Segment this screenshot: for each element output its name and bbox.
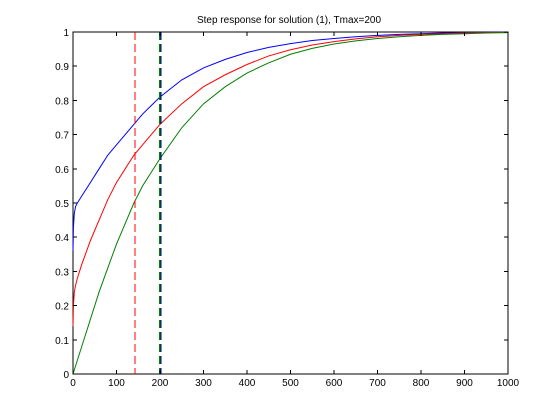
x-tick-label: 300 [195, 378, 212, 389]
tick-layer: 0 100 200 300 400 500 600 700 800 900 1000 0 0.1 0.2 0… [55, 28, 519, 389]
x-tick-label: 100 [108, 378, 125, 389]
y-tick-label: 0.8 [55, 96, 69, 107]
x-tick-label: 200 [152, 378, 169, 389]
series-layer [72, 31, 509, 375]
x-tick-label: 500 [282, 378, 299, 389]
x-tick-label: 900 [456, 378, 473, 389]
y-tick-label: 0.3 [55, 267, 69, 278]
y-tick-label: 0.9 [55, 62, 69, 73]
series-line-3 [72, 32, 509, 375]
chart-title: Step response for solution (1), Tmax=200 [197, 15, 382, 26]
y-tick-label: 0.1 [55, 336, 69, 347]
y-tick-label: 0 [63, 370, 69, 381]
x-tick-label: 800 [413, 378, 430, 389]
y-tick-label: 0.2 [55, 302, 69, 313]
y-tick-label: 1 [63, 28, 69, 39]
x-tick-label: 1000 [497, 378, 520, 389]
y-tick-label: 0.4 [55, 233, 69, 244]
y-tick-label: 0.6 [55, 165, 69, 176]
series-line-1 [72, 31, 509, 251]
y-tick-label: 0.5 [55, 199, 69, 210]
x-tick-label: 0 [70, 378, 76, 389]
y-tick-label: 0.7 [55, 131, 69, 142]
plot-area [72, 31, 509, 375]
x-tick-label: 600 [326, 378, 343, 389]
x-tick-label: 700 [369, 378, 386, 389]
marker-layer [134, 32, 162, 374]
series-line-2 [72, 31, 509, 327]
x-tick-label: 400 [239, 378, 256, 389]
